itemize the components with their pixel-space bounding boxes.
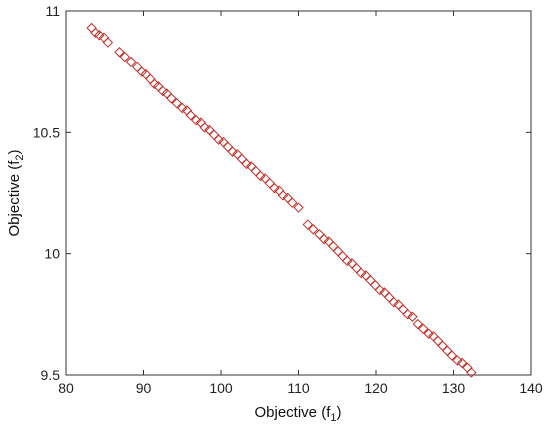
data-point: [446, 350, 458, 361]
y-axis-label: Objective (f2): [6, 150, 26, 237]
data-point: [94, 30, 105, 41]
data-point: [370, 280, 381, 291]
data-point: [213, 134, 224, 145]
data-point: [119, 51, 131, 63]
data-point: [383, 292, 395, 303]
data-point: [177, 102, 188, 114]
data-point: [199, 122, 210, 133]
data-point: [356, 267, 367, 279]
data-point: [102, 37, 114, 48]
data-point: [222, 141, 234, 153]
data-point: [402, 309, 413, 320]
data-point: [86, 22, 97, 34]
data-point: [432, 335, 444, 347]
data-point: [302, 219, 314, 230]
data-point: [166, 93, 177, 104]
y-tick-label: 11: [45, 3, 60, 19]
data-point: [332, 246, 344, 257]
data-point: [255, 170, 266, 182]
data-point: [407, 311, 418, 322]
data-point: [328, 241, 339, 252]
data-point: [456, 357, 468, 369]
data-point: [365, 275, 376, 286]
x-tick-label: 80: [58, 380, 74, 396]
data-point: [208, 129, 220, 140]
x-tick-label: 100: [209, 380, 233, 396]
data-point: [227, 146, 238, 157]
data-point: [437, 340, 448, 352]
data-point: [318, 233, 330, 245]
x-tick-label: 120: [364, 380, 388, 396]
data-point: [114, 47, 125, 58]
data-point: [466, 367, 477, 378]
data-point: [185, 110, 196, 121]
data-point: [236, 153, 248, 165]
x-tick-label: 140: [519, 380, 543, 396]
data-point: [397, 304, 409, 315]
axis-ticks: 80 90 100 110 120 130 140 9.5 10 10.5 11: [33, 3, 543, 396]
data-point: [287, 197, 298, 208]
x-tick-label: 110: [287, 380, 310, 396]
data-point: [269, 182, 280, 194]
data-point: [418, 323, 429, 335]
data-point: [423, 328, 434, 339]
data-point: [342, 255, 353, 267]
data-point: [250, 165, 262, 177]
data-point: [351, 263, 362, 274]
y-tick-label: 9.5: [41, 367, 61, 383]
data-point: [145, 73, 156, 85]
data-point: [388, 296, 400, 308]
x-tick-label: 130: [442, 380, 466, 396]
data-point: [125, 56, 137, 68]
data-point: [412, 318, 424, 330]
data-point: [241, 158, 252, 170]
x-axis-label: Objective (f1): [255, 404, 342, 424]
data-points: [86, 22, 477, 378]
data-point: [190, 114, 202, 126]
data-point: [442, 345, 453, 356]
y-tick-label: 10.5: [33, 124, 60, 140]
data-point: [374, 284, 386, 296]
y-tick-label: 10: [44, 246, 60, 262]
data-point: [264, 178, 276, 189]
data-point: [171, 98, 183, 109]
data-point: [293, 202, 304, 213]
plot-frame: [65, 10, 532, 376]
data-point: [277, 190, 289, 201]
data-point: [308, 224, 319, 235]
data-point: [452, 355, 463, 366]
data-point: [337, 250, 348, 262]
x-tick-label: 90: [136, 380, 152, 396]
